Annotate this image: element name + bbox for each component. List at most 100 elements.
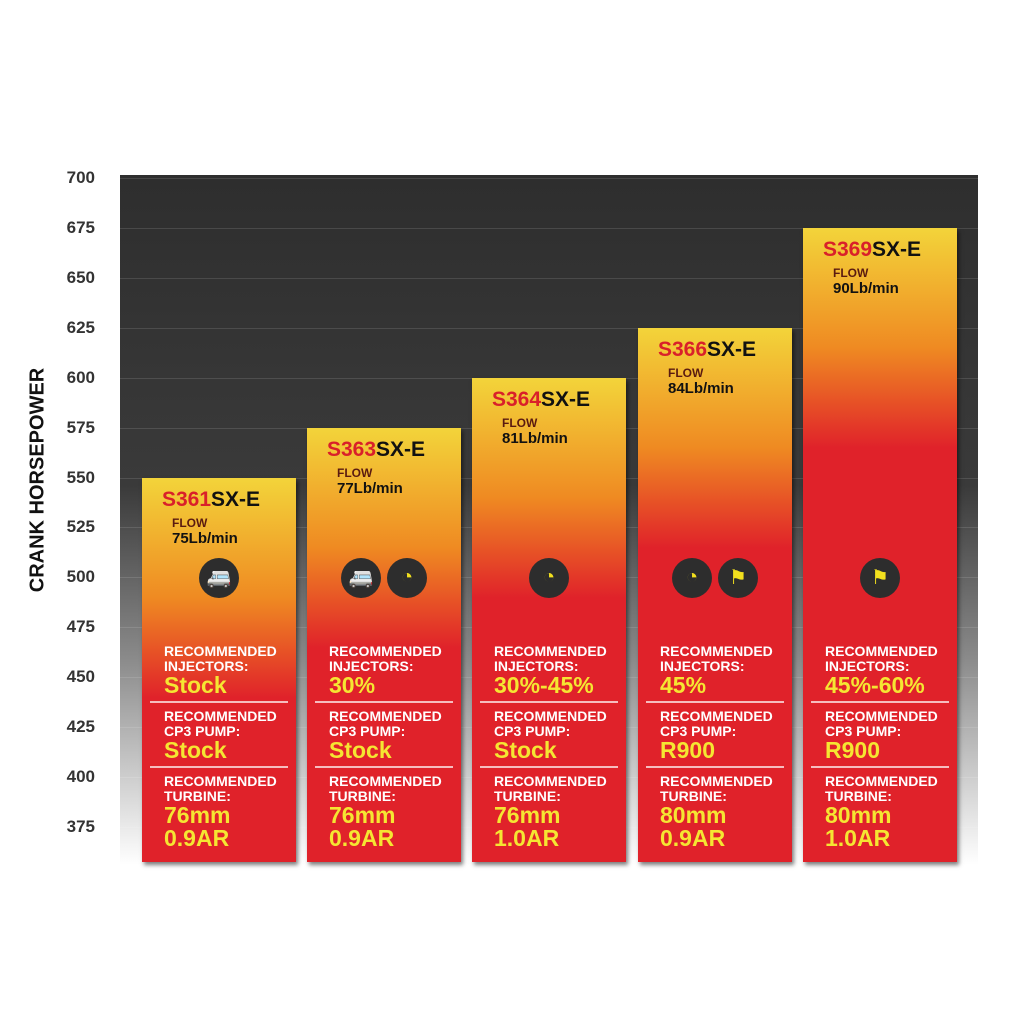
model-suffix: SX-E xyxy=(376,437,426,461)
injectors-section: RECOMMENDED INJECTORS: 45% xyxy=(646,638,784,703)
pump-section: RECOMMENDED CP3 PUMP: R900 xyxy=(811,703,949,768)
race-flag-icon: ⚑ xyxy=(860,557,900,598)
model-prefix: S361 xyxy=(162,487,212,511)
pump-label: RECOMMENDED CP3 PUMP: xyxy=(660,707,773,739)
pump-value: Stock xyxy=(494,736,557,763)
y-tick-label: 375 xyxy=(66,817,95,836)
y-tick-label: 425 xyxy=(66,717,95,737)
gridline xyxy=(120,277,978,279)
bar-title: S361SX-E xyxy=(162,488,288,512)
y-tick-label: 475 xyxy=(66,617,95,637)
trailer-icon: 🚐 xyxy=(199,557,239,598)
usage-icons: 🚐 ◔ xyxy=(307,557,461,598)
bar: S366SX-E FLOW 84Lb/min ◔ ⚑ RECOMMENDED IN… xyxy=(638,327,792,862)
model-prefix: S364 xyxy=(492,387,542,411)
turbine-size: 80mm xyxy=(660,801,727,828)
bar: S361SX-E FLOW 75Lb/min 🚐 RECOMMENDED INJ… xyxy=(142,477,296,862)
y-tick-label: 650 xyxy=(66,267,95,287)
y-tick-label: 525 xyxy=(66,517,95,537)
pump-label: RECOMMENDED CP3 PUMP: xyxy=(494,707,607,739)
injectors-value: 45% xyxy=(660,671,707,698)
model-prefix: S369 xyxy=(823,237,873,261)
model-suffix: SX-E xyxy=(707,337,757,361)
y-tick-label: 500 xyxy=(66,567,95,587)
pump-section: RECOMMENDED CP3 PUMP: Stock xyxy=(480,703,618,768)
turbine-size: 76mm xyxy=(164,801,231,828)
y-tick-label: 575 xyxy=(66,417,95,437)
bar: S369SX-E FLOW 90Lb/min ⚑ RECOMMENDED INJ… xyxy=(803,227,957,862)
flow-label: FLOW xyxy=(833,265,869,280)
bar-title: S363SX-E xyxy=(327,438,453,462)
injectors-section: RECOMMENDED INJECTORS: Stock xyxy=(150,638,288,703)
flow-label: FLOW xyxy=(502,415,538,430)
recommendations: RECOMMENDED INJECTORS: 45%-60% RECOMMENDE… xyxy=(811,638,949,862)
injectors-label: RECOMMENDED INJECTORS: xyxy=(825,642,938,674)
turbine-size: 80mm xyxy=(825,801,892,828)
gauge-icon: ◔ xyxy=(529,557,569,598)
flow-value: 77Lb/min xyxy=(337,479,403,497)
y-tick-label: 700 xyxy=(66,168,95,187)
flow-label: FLOW xyxy=(668,365,704,380)
turbine-label: RECOMMENDED TURBINE: xyxy=(494,772,607,804)
model-prefix: S363 xyxy=(327,437,377,461)
turbine-section: RECOMMENDED TURBINE: 76mm 0.9AR xyxy=(150,768,288,862)
gauge-icon: ◔ xyxy=(672,557,712,598)
turbine-ar: 0.9AR xyxy=(164,824,230,851)
flow-label: FLOW xyxy=(172,515,208,530)
flow-value: 75Lb/min xyxy=(172,529,238,547)
turbine-label: RECOMMENDED TURBINE: xyxy=(164,772,277,804)
injectors-label: RECOMMENDED INJECTORS: xyxy=(164,642,277,674)
recommendations: RECOMMENDED INJECTORS: 30% RECOMMENDED CP… xyxy=(315,638,453,862)
usage-icons: ⚑ xyxy=(803,557,957,598)
turbine-ar: 0.9AR xyxy=(660,824,726,851)
recommendations: RECOMMENDED INJECTORS: Stock RECOMMENDED … xyxy=(150,638,288,862)
model-prefix: S366 xyxy=(658,337,708,361)
pump-section: RECOMMENDED CP3 PUMP: Stock xyxy=(315,703,453,768)
injectors-label: RECOMMENDED INJECTORS: xyxy=(494,642,607,674)
turbine-section: RECOMMENDED TURBINE: 80mm 0.9AR xyxy=(646,768,784,862)
pump-label: RECOMMENDED CP3 PUMP: xyxy=(825,707,938,739)
y-tick-label: 675 xyxy=(66,217,95,237)
y-tick-label: 400 xyxy=(66,767,95,787)
y-tick-label: 450 xyxy=(66,667,95,687)
usage-icons: ◔ ⚑ xyxy=(638,557,792,598)
turbine-label: RECOMMENDED TURBINE: xyxy=(825,772,938,804)
injectors-value: 30%-45% xyxy=(494,671,594,698)
bar: S363SX-E FLOW 77Lb/min 🚐 ◔ RECOMMENDED IN… xyxy=(307,427,461,862)
bar-title: S369SX-E xyxy=(823,238,949,262)
gauge-icon: ◔ xyxy=(387,557,427,598)
recommendations: RECOMMENDED INJECTORS: 30%-45% RECOMMENDE… xyxy=(480,638,618,862)
injectors-label: RECOMMENDED INJECTORS: xyxy=(329,642,442,674)
y-tick-label: 550 xyxy=(66,467,95,487)
turbine-ar: 1.0AR xyxy=(825,824,891,851)
injectors-label: RECOMMENDED INJECTORS: xyxy=(660,642,773,674)
pump-label: RECOMMENDED CP3 PUMP: xyxy=(329,707,442,739)
flow-value: 84Lb/min xyxy=(668,379,734,397)
pump-label: RECOMMENDED CP3 PUMP: xyxy=(164,707,277,739)
usage-icons: ◔ xyxy=(472,557,626,598)
injectors-value: Stock xyxy=(164,671,227,698)
pump-value: R900 xyxy=(825,736,880,763)
injectors-value: 30% xyxy=(329,671,376,698)
bar-title: S366SX-E xyxy=(658,338,784,362)
turbine-ar: 0.9AR xyxy=(329,824,395,851)
turbine-section: RECOMMENDED TURBINE: 76mm 0.9AR xyxy=(315,768,453,862)
race-flag-icon: ⚑ xyxy=(718,557,758,598)
recommendations: RECOMMENDED INJECTORS: 45% RECOMMENDED CP… xyxy=(646,638,784,862)
injectors-section: RECOMMENDED INJECTORS: 30% xyxy=(315,638,453,703)
usage-icons: 🚐 xyxy=(142,557,296,598)
model-suffix: SX-E xyxy=(541,387,591,411)
injectors-section: RECOMMENDED INJECTORS: 45%-60% xyxy=(811,638,949,703)
injectors-value: 45%-60% xyxy=(825,671,925,698)
gridline xyxy=(120,327,978,329)
pump-value: Stock xyxy=(329,736,392,763)
turbine-section: RECOMMENDED TURBINE: 76mm 1.0AR xyxy=(480,768,618,862)
turbine-ar: 1.0AR xyxy=(494,824,560,851)
pump-value: Stock xyxy=(164,736,227,763)
turbine-size: 76mm xyxy=(494,801,561,828)
injectors-section: RECOMMENDED INJECTORS: 30%-45% xyxy=(480,638,618,703)
pump-section: RECOMMENDED CP3 PUMP: R900 xyxy=(646,703,784,768)
turbine-label: RECOMMENDED TURBINE: xyxy=(329,772,442,804)
gridline xyxy=(120,227,978,229)
flow-value: 90Lb/min xyxy=(833,279,899,297)
